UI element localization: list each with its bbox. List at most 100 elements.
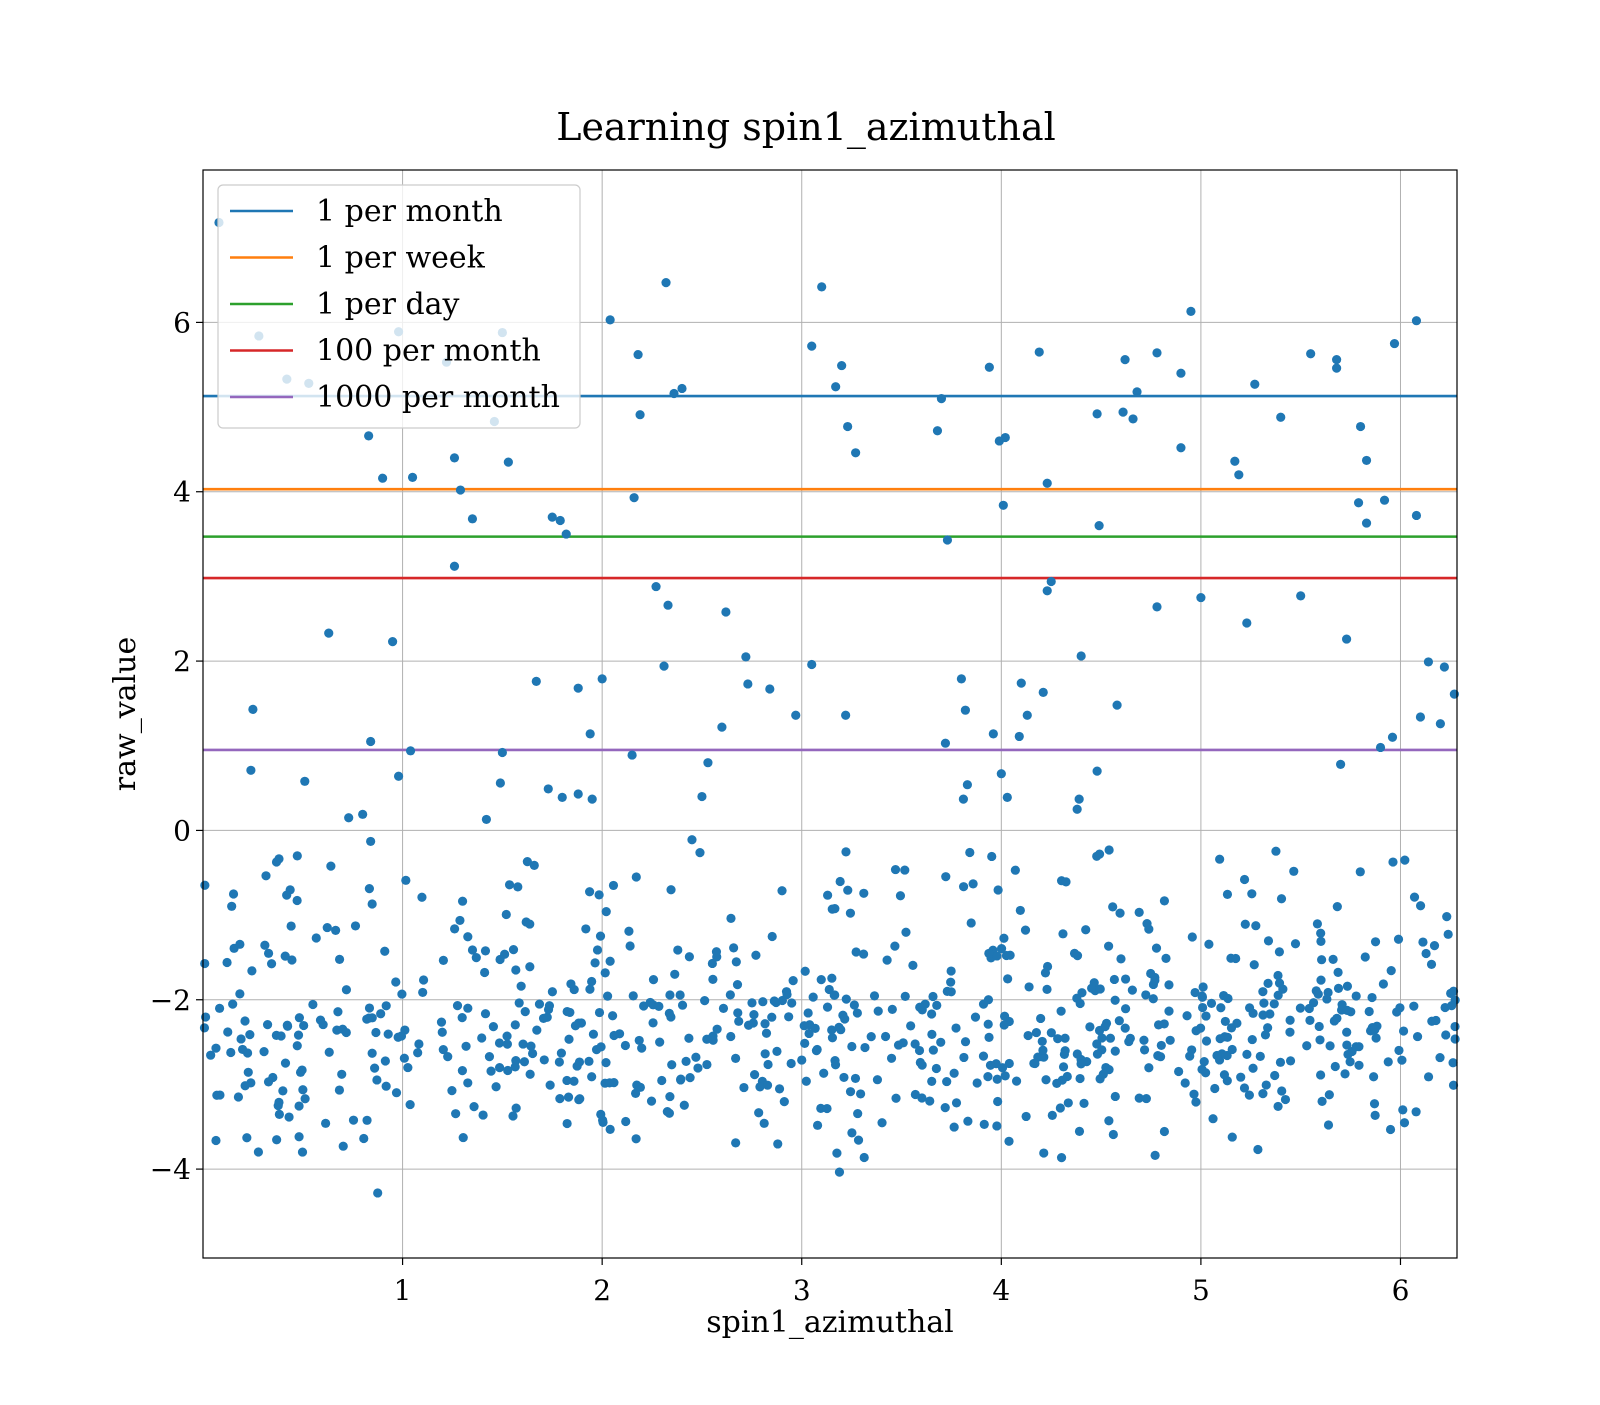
scatter-point [497, 747, 507, 758]
scatter-point [1265, 1009, 1275, 1019]
scatter-point [1164, 980, 1174, 990]
scatter-point [646, 1096, 657, 1106]
scatter-point [1448, 1058, 1458, 1068]
scatter-point [635, 410, 645, 420]
scatter-point [299, 1020, 309, 1031]
scatter-point [1125, 1033, 1135, 1043]
scatter-point [278, 1086, 288, 1096]
scatter-point [1312, 919, 1323, 929]
legend: 1 per month 1 per week 1 per day 100 per mo… [217, 184, 581, 429]
axis-ticks: 1 2 3 4 5 6 −4 −2 0 2 4 6 [150, 306, 1410, 1307]
scatter-point [908, 960, 918, 971]
x-tick-label: 1 [394, 1274, 412, 1307]
scatter-point [663, 600, 673, 610]
scatter-point [1029, 1058, 1039, 1069]
scatter-point [1328, 954, 1338, 965]
scatter-point [588, 1029, 599, 1039]
scatter-point [1187, 932, 1197, 942]
scatter-point [1315, 1035, 1325, 1045]
scatter-point [666, 885, 676, 895]
scatter-point [545, 1080, 555, 1090]
scatter-point [999, 933, 1009, 943]
scatter-point [946, 977, 956, 987]
scatter-point [853, 1108, 863, 1119]
scatter-point [1053, 1034, 1063, 1044]
scatter-point [315, 1015, 326, 1025]
scatter-point [1042, 586, 1052, 596]
scatter-point [1002, 792, 1012, 802]
scatter-point [1003, 974, 1013, 984]
scatter-point [915, 1057, 925, 1068]
scatter-point [437, 1027, 447, 1037]
scatter-point [887, 1004, 897, 1014]
scatter-point [1150, 975, 1160, 986]
scatter-point [397, 989, 407, 999]
scatter-point [585, 887, 595, 897]
scatter-point [1379, 495, 1390, 505]
scatter-point [1370, 937, 1381, 947]
scatter-point [1369, 1072, 1379, 1082]
scatter-point [1141, 990, 1151, 1000]
scatter-point [635, 1082, 645, 1092]
scatter-point [263, 948, 274, 958]
legend-label: 1 per day [316, 287, 460, 322]
scatter-point [691, 1052, 701, 1062]
scatter-point [648, 975, 659, 985]
scatter-point [566, 979, 576, 989]
scatter-point [366, 736, 376, 747]
scatter-point [845, 1087, 856, 1097]
scatter-point [1448, 1080, 1459, 1090]
scatter-point [1016, 678, 1026, 688]
x-tick-label: 2 [593, 1274, 611, 1307]
scatter-point [543, 784, 553, 794]
scatter-point [1076, 1059, 1086, 1069]
scatter-point [1151, 943, 1162, 953]
scatter-point [206, 1050, 216, 1060]
scatter-point [280, 951, 290, 961]
scatter-point [534, 999, 545, 1009]
scatter-point [469, 1102, 479, 1112]
scatter-point [890, 941, 900, 951]
scatter-point [1127, 985, 1137, 995]
scatter-point [853, 1135, 864, 1145]
scatter-point [333, 1007, 343, 1017]
y-axis-label: raw_value [108, 637, 143, 791]
scatter-point [1206, 998, 1217, 1008]
scatter-point [266, 959, 277, 969]
scatter-point [845, 908, 856, 918]
scatter-point [557, 792, 567, 802]
scatter-point [443, 1052, 453, 1062]
scatter-point [1399, 1118, 1410, 1128]
scatter-point [823, 890, 833, 900]
scatter-point [832, 1148, 842, 1158]
scatter-point [511, 1056, 521, 1066]
scatter-point [1263, 978, 1273, 988]
scatter-point [1242, 1049, 1252, 1060]
scatter-point [467, 514, 478, 524]
scatter-point [860, 1042, 870, 1053]
scatter-point [350, 921, 361, 931]
scatter-point [1208, 1114, 1218, 1124]
scatter-point [767, 931, 777, 942]
scatter-point [1302, 1041, 1312, 1051]
scatter-point [645, 997, 655, 1008]
scatter-point [248, 704, 258, 714]
scatter-point [1341, 634, 1352, 644]
scatter-point [199, 1023, 210, 1033]
scatter-point [963, 1116, 973, 1126]
scatter-point [1332, 902, 1342, 912]
scatter-point [1367, 992, 1377, 1003]
scatter-point [1431, 1015, 1441, 1026]
scatter-point [1074, 1126, 1085, 1137]
scatter-point [263, 1077, 274, 1087]
scatter-point [378, 473, 388, 483]
scatter-point [322, 922, 332, 933]
scatter-point [502, 1031, 512, 1041]
scatter-point [1152, 348, 1162, 358]
scatter-point [1022, 710, 1032, 720]
scatter-point [1161, 953, 1171, 963]
scatter-point [495, 954, 505, 965]
scatter-point [438, 955, 448, 965]
scatter-point [1015, 905, 1025, 916]
scatter-point [827, 1033, 838, 1043]
